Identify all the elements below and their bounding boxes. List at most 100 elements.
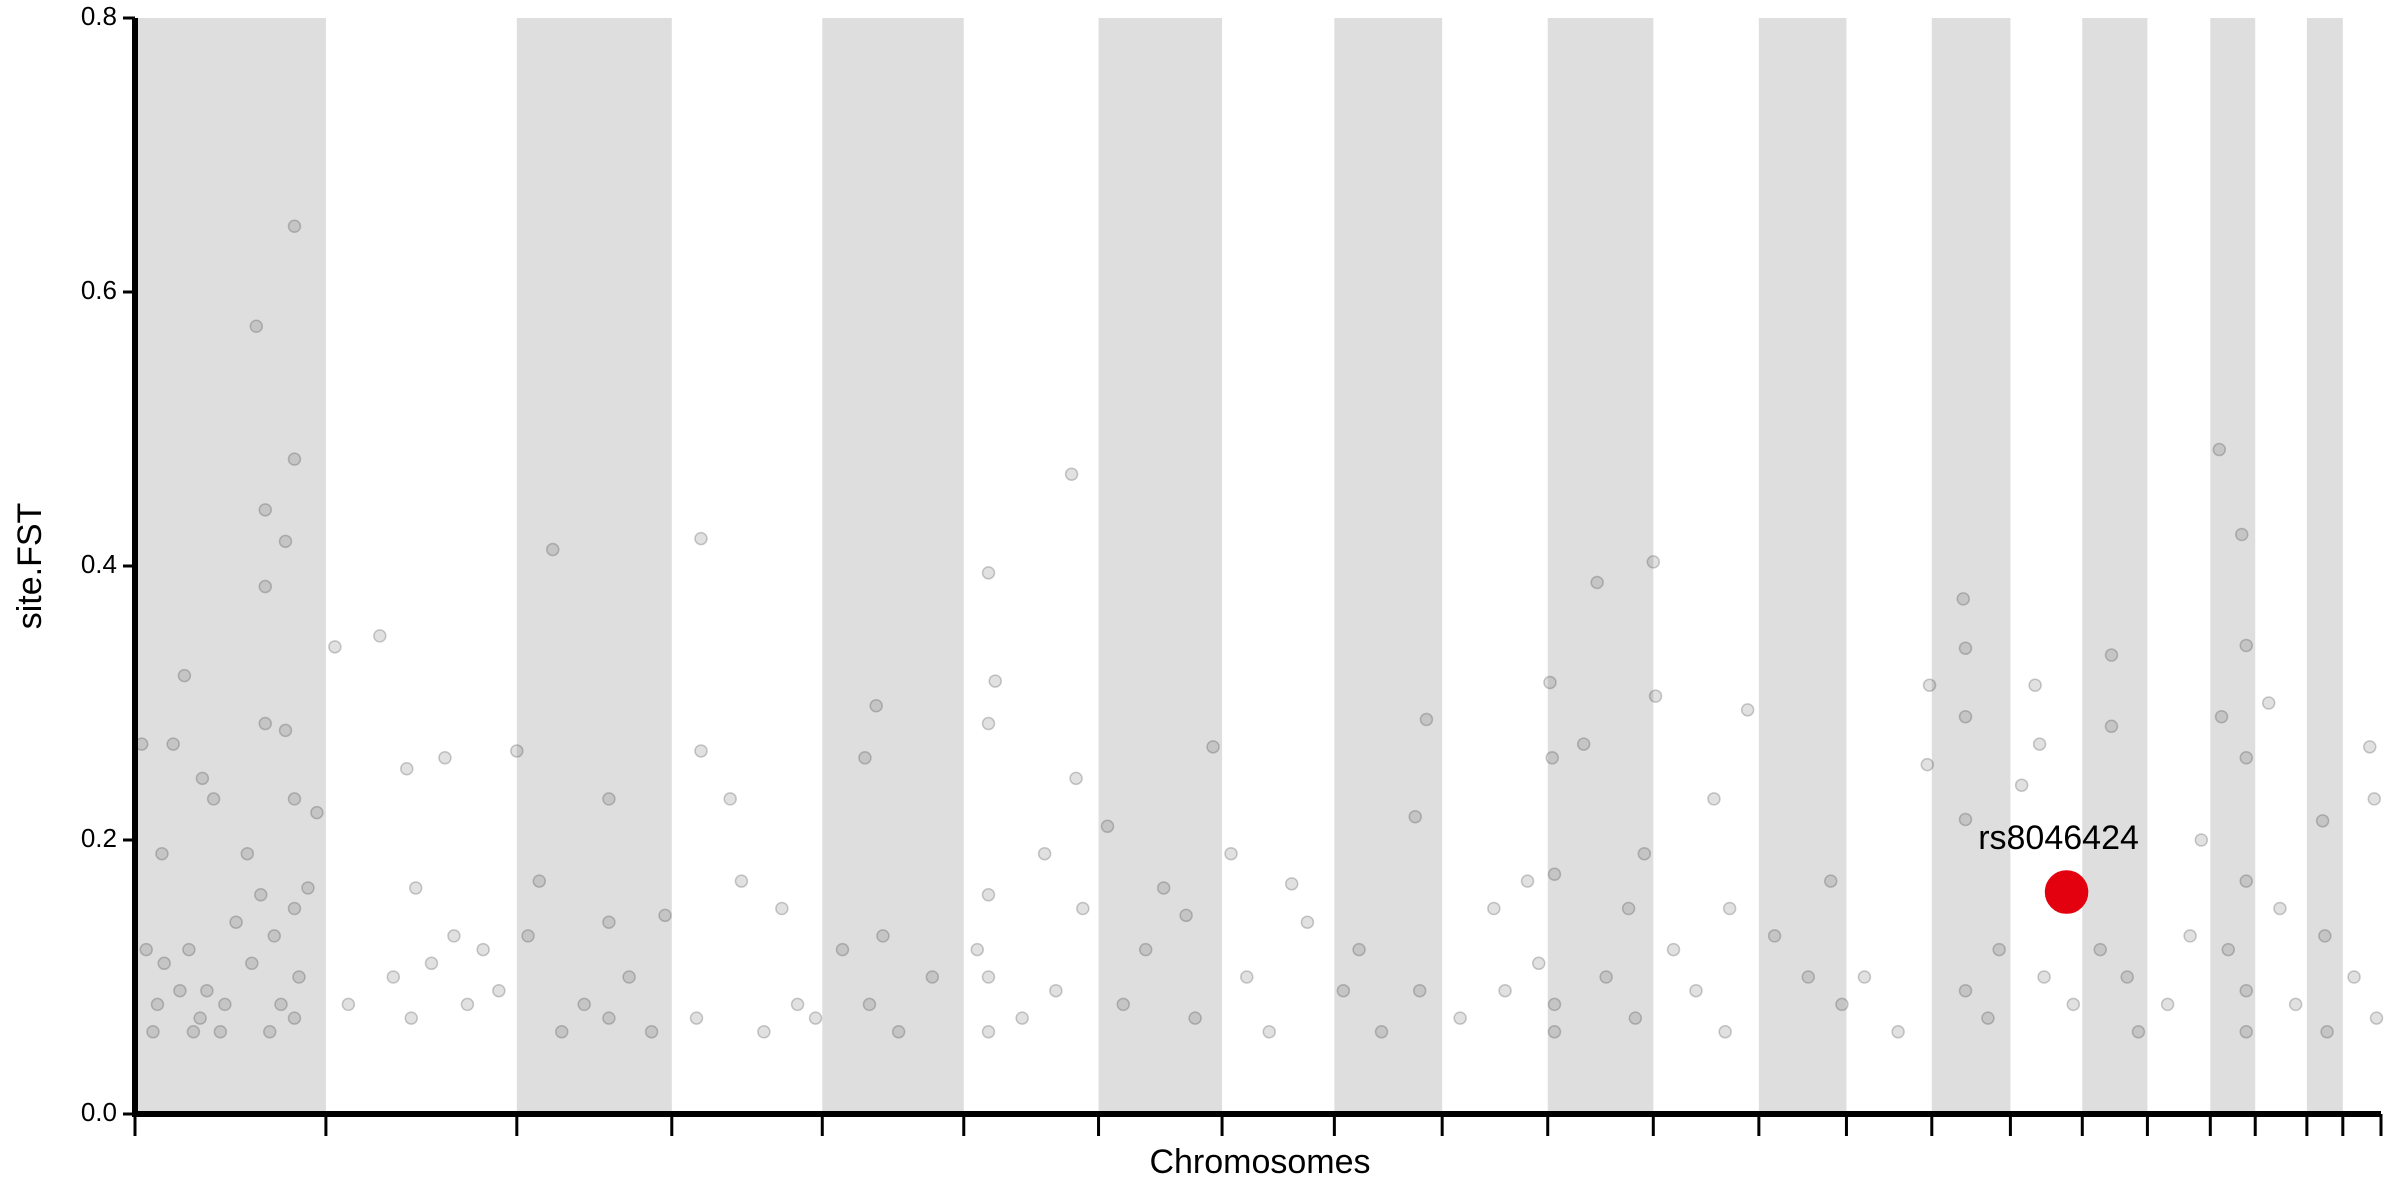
snp-point xyxy=(1284,877,1299,891)
snp-point xyxy=(278,534,293,549)
snp-point xyxy=(658,908,672,923)
snp-point xyxy=(1547,867,1562,881)
snp-point xyxy=(1958,709,1973,724)
snp-point xyxy=(981,888,996,902)
snp-point xyxy=(602,1011,616,1025)
snp-point xyxy=(723,792,737,806)
snp-point xyxy=(301,881,315,895)
snp-point xyxy=(1064,467,1079,481)
snp-point xyxy=(447,929,461,943)
snp-point xyxy=(925,970,940,984)
snp-point xyxy=(186,1025,201,1039)
snp-point xyxy=(1718,1025,1732,1039)
snp-point xyxy=(177,668,192,683)
snp-point xyxy=(2014,778,2029,792)
snp-point xyxy=(287,219,302,233)
snp-point xyxy=(1015,1011,1029,1025)
snp-point xyxy=(1543,675,1557,690)
snp-point xyxy=(1188,1011,1202,1025)
snp-point xyxy=(155,846,169,861)
snp-point xyxy=(775,901,789,916)
snp-point xyxy=(213,1025,228,1039)
snp-point xyxy=(2239,874,2253,888)
snp-point xyxy=(193,1011,207,1025)
snp-point xyxy=(981,970,996,984)
snp-point xyxy=(532,874,547,888)
snp-point xyxy=(254,888,268,902)
snp-point xyxy=(249,319,264,333)
snp-point xyxy=(876,929,890,943)
snp-point xyxy=(734,874,749,888)
snp-point xyxy=(157,956,171,971)
highlight-point xyxy=(2044,870,2089,914)
snp-point xyxy=(1547,1025,1562,1039)
snp-point xyxy=(200,983,214,998)
chromosome-band xyxy=(2082,18,2148,1114)
snp-point xyxy=(970,942,984,957)
snp-point xyxy=(2093,942,2107,957)
snp-point xyxy=(328,640,342,654)
snp-point xyxy=(1453,1011,1467,1025)
chromosome-band xyxy=(1931,18,2011,1114)
snp-point xyxy=(2363,740,2377,754)
snp-point xyxy=(1049,983,1063,998)
snp-point xyxy=(2037,970,2051,984)
snp-point xyxy=(602,792,616,806)
snp-point xyxy=(981,716,996,731)
snp-point xyxy=(278,723,293,738)
snp-point xyxy=(1958,641,1973,655)
snp-point xyxy=(1300,915,1315,929)
snp-point xyxy=(287,1011,302,1025)
snp-point xyxy=(546,542,560,557)
snp-point xyxy=(1138,942,1153,957)
snp-point xyxy=(2234,527,2249,542)
snp-point xyxy=(245,956,259,971)
snp-point xyxy=(2320,1025,2334,1039)
snp-point xyxy=(981,1025,996,1039)
snp-point xyxy=(476,942,490,957)
snp-point xyxy=(2183,929,2197,943)
snp-point xyxy=(1857,970,1872,984)
snp-point xyxy=(577,997,591,1012)
snp-point xyxy=(1156,881,1171,895)
snp-point xyxy=(1412,983,1427,998)
snp-point xyxy=(835,942,850,957)
snp-point xyxy=(146,1025,160,1039)
snp-point xyxy=(2212,442,2227,457)
snp-point xyxy=(2104,648,2119,662)
chromosome-band xyxy=(822,18,964,1114)
snp-point xyxy=(1262,1025,1276,1039)
snp-point xyxy=(1532,956,1546,971)
snp-point xyxy=(1576,737,1591,751)
snp-point xyxy=(2273,901,2287,916)
chromosome-band xyxy=(135,18,326,1114)
snp-point xyxy=(1646,555,1661,569)
snp-point xyxy=(2367,792,2382,806)
snp-point xyxy=(2032,737,2047,751)
snp-point xyxy=(400,762,414,776)
snp-point xyxy=(2120,970,2134,984)
snp-point xyxy=(862,997,877,1012)
y-tick-label: 0.0 xyxy=(81,1097,117,1127)
snp-point xyxy=(166,737,180,751)
snp-point xyxy=(287,452,302,466)
snp-point xyxy=(1628,1011,1643,1025)
snp-point xyxy=(858,751,872,765)
snp-point xyxy=(263,1025,277,1039)
snp-point xyxy=(460,997,475,1012)
y-tick-label: 0.8 xyxy=(81,1,117,31)
snp-point xyxy=(694,744,708,758)
snp-point xyxy=(689,1011,704,1025)
snp-point xyxy=(1956,592,1970,606)
snp-point xyxy=(1487,901,1501,916)
snp-point xyxy=(2221,942,2236,957)
snp-point xyxy=(2261,696,2276,710)
snp-point xyxy=(373,629,387,643)
snp-point xyxy=(988,674,1002,688)
chromosome-band xyxy=(2306,18,2343,1114)
snp-point xyxy=(206,792,221,806)
snp-point xyxy=(1835,997,1849,1012)
snp-point xyxy=(2347,970,2361,984)
snp-point xyxy=(438,751,452,765)
